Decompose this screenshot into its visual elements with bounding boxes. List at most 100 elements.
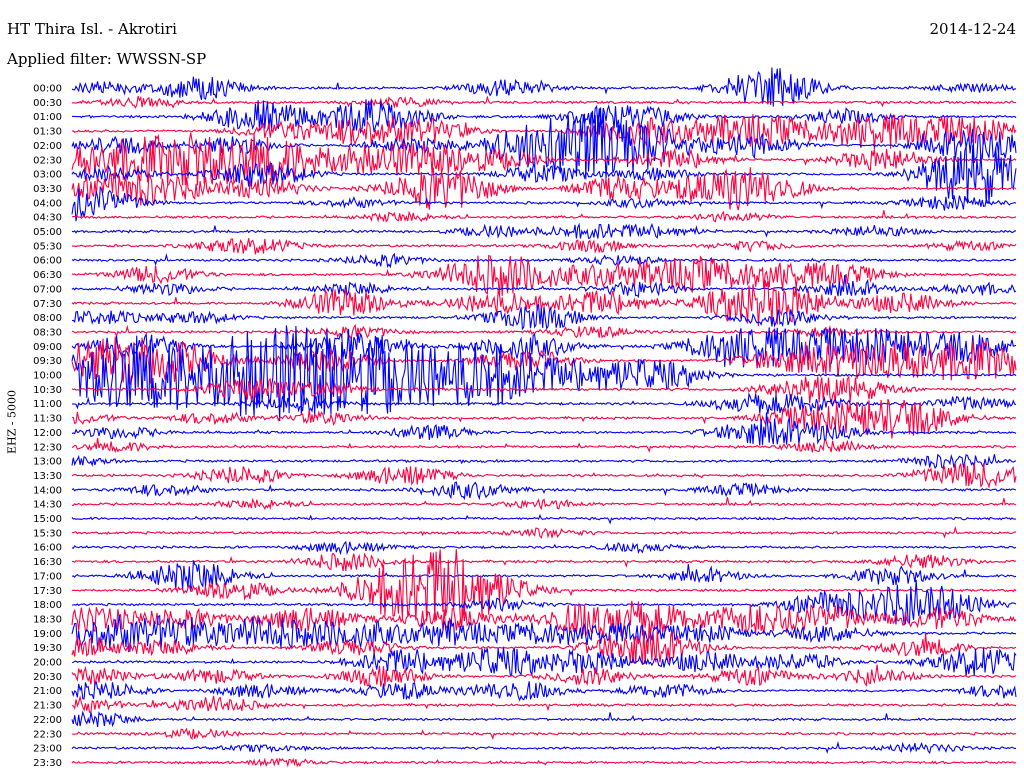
- time-tick-label: 18:30: [33, 614, 62, 625]
- trace-line: [71, 132, 1017, 186]
- time-tick-label: 06:30: [33, 270, 62, 281]
- time-tick-label: 09:30: [33, 356, 62, 367]
- time-tick-label: 03:30: [33, 184, 62, 195]
- time-tick-label: 07:00: [33, 284, 62, 295]
- trace-line: [71, 437, 1017, 454]
- time-tick-label: 03:00: [33, 170, 62, 181]
- filter-label: Applied filter: WWSSN-SP: [7, 50, 207, 68]
- trace-line: [72, 579, 1017, 627]
- time-tick-label: 17:00: [33, 571, 62, 582]
- trace-line: [71, 279, 1017, 327]
- trace-line: [71, 540, 1017, 556]
- time-tick-label: 15:00: [33, 514, 62, 525]
- time-tick-label: 15:30: [33, 528, 62, 539]
- trace-line: [71, 525, 1017, 539]
- time-tick-label: 06:00: [33, 256, 62, 267]
- trace-line: [71, 255, 1017, 297]
- trace-line: [71, 113, 1017, 150]
- time-tick-label: 14:00: [33, 485, 62, 496]
- time-tick-label: 21:30: [33, 701, 62, 712]
- time-tick-label: 11:00: [33, 399, 62, 410]
- trace-line: [71, 99, 1017, 135]
- time-tick-label: 01:00: [33, 112, 62, 123]
- trace-line: [71, 222, 1017, 239]
- trace-line: [71, 325, 1017, 422]
- time-tick-label: 04:30: [33, 213, 62, 224]
- time-tick-label: 16:30: [33, 557, 62, 568]
- station-title: HT Thira Isl. - Akrotiri: [7, 20, 177, 38]
- trace-line: [71, 167, 1017, 211]
- trace-line: [71, 67, 1017, 107]
- trace-line: [71, 392, 1017, 415]
- trace-line: [71, 303, 1017, 331]
- time-tick-label: 13:30: [33, 471, 62, 482]
- trace-line: [71, 549, 1017, 628]
- trace-line: [71, 757, 1017, 768]
- time-tick-label: 12:00: [33, 428, 62, 439]
- record-date: 2014-12-24: [929, 20, 1016, 38]
- trace-line: [71, 144, 1017, 204]
- time-tick-label: 02:30: [33, 155, 62, 166]
- time-tick-label: 04:00: [33, 198, 62, 209]
- trace-line: [71, 107, 1017, 180]
- time-tick-label: 13:00: [33, 457, 62, 468]
- trace-line: [71, 398, 1017, 439]
- trace-line: [71, 695, 1017, 713]
- time-tick-label: 11:30: [33, 414, 62, 425]
- time-tick-label: 10:00: [33, 371, 62, 382]
- time-tick-label: 00:30: [33, 98, 62, 109]
- time-tick-label: 21:00: [33, 686, 62, 697]
- trace-line: [71, 740, 1016, 755]
- time-tick-label: 19:30: [33, 643, 62, 654]
- trace-line: [71, 336, 1017, 385]
- time-tick-label: 05:00: [33, 227, 62, 238]
- trace-line: [71, 95, 1017, 109]
- time-tick-label: 10:30: [33, 385, 62, 396]
- time-tick-label: 17:30: [33, 586, 62, 597]
- trace-line: [71, 327, 1017, 369]
- trace-line: [71, 453, 1017, 470]
- time-tick-label: 22:30: [33, 729, 62, 740]
- time-tick-label: 19:00: [33, 629, 62, 640]
- time-tick-label: 01:30: [33, 127, 62, 138]
- trace-line: [71, 497, 1017, 511]
- trace-line: [71, 210, 1017, 223]
- trace-line: [71, 274, 1017, 298]
- time-tick-label: 20:00: [33, 658, 62, 669]
- time-tick-label: 08:00: [33, 313, 62, 324]
- trace-line: [71, 681, 1017, 702]
- trace-line: [71, 664, 1017, 687]
- trace-line: [71, 647, 1017, 678]
- time-tick-label: 05:30: [33, 241, 62, 252]
- time-tick-label: 16:00: [33, 543, 62, 554]
- trace-line: [71, 710, 1017, 728]
- time-tick-label: 08:30: [33, 327, 62, 338]
- trace-line: [71, 727, 1016, 740]
- time-tick-label: 07:30: [33, 299, 62, 310]
- trace-line: [71, 252, 1017, 269]
- time-tick-label: 12:30: [33, 442, 62, 453]
- trace-line: [71, 560, 1017, 591]
- trace-line: [71, 623, 1017, 665]
- trace-line: [71, 375, 1017, 405]
- time-tick-label: 09:00: [33, 342, 62, 353]
- trace-line: [71, 185, 1017, 222]
- trace-line: [71, 513, 1017, 525]
- time-tick-label: 23:00: [33, 744, 62, 755]
- time-tick-label: 20:30: [33, 672, 62, 683]
- trace-line: [71, 481, 1017, 501]
- time-tick-label: 02:00: [33, 141, 62, 152]
- time-tick-label: 14:30: [33, 500, 62, 511]
- trace-line: [71, 412, 1017, 446]
- trace-line: [71, 323, 1017, 341]
- trace-line: [71, 600, 1017, 638]
- time-tick-label: 18:00: [33, 600, 62, 611]
- trace-line: [71, 614, 1017, 653]
- time-tick-label: 23:30: [33, 758, 62, 769]
- trace-line: [71, 462, 1017, 489]
- trace-line: [72, 552, 1017, 572]
- trace-line: [71, 238, 1017, 255]
- time-tick-label: 00:00: [33, 84, 62, 95]
- time-tick-label: 22:00: [33, 715, 62, 726]
